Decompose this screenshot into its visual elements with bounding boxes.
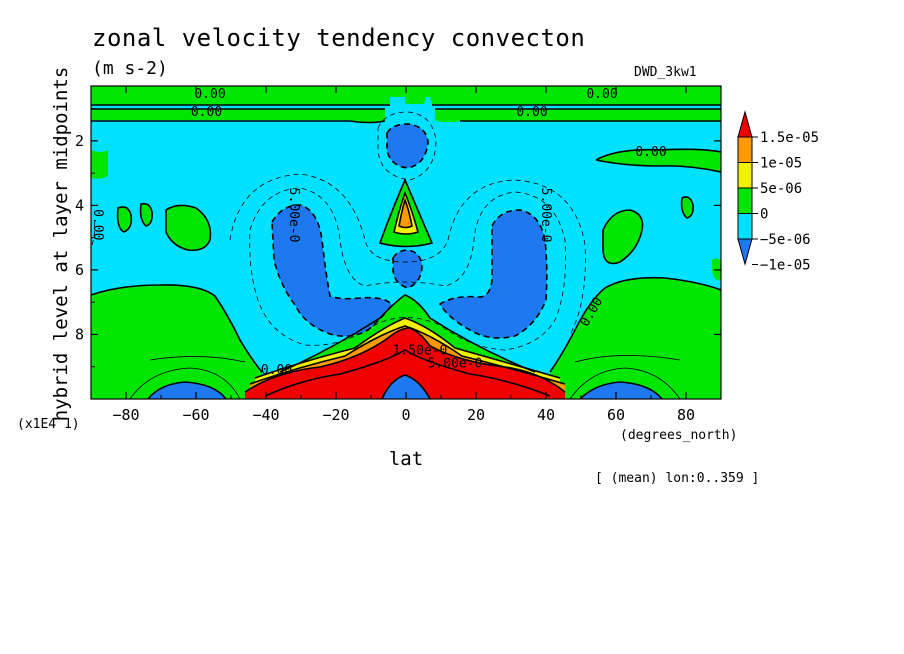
contour-line — [116, 206, 133, 233]
fill-green-island-5 — [681, 196, 694, 218]
colorbar-label: 5e-06 — [760, 181, 802, 197]
contour-line — [392, 249, 423, 289]
colorbar-label: 1e-05 — [760, 156, 802, 172]
contour-line — [398, 197, 413, 229]
contour-label: 5.00e-0 — [538, 188, 553, 243]
fill-equator-surface-blue — [382, 375, 430, 399]
contour-label: 1.50e-0 — [393, 344, 448, 359]
y-axis-title: hybrid level at layer midpoints — [50, 67, 72, 422]
x-tick-label: −80 — [112, 406, 139, 424]
fill-lower-left-green — [91, 284, 262, 399]
colorbar-label: 0 — [760, 207, 768, 223]
colorbar-label: 1.5e-05 — [760, 130, 819, 146]
contour-line — [271, 204, 394, 338]
colorbar-segment — [737, 213, 753, 240]
colorbar-label: −5e-06 — [760, 232, 811, 248]
units-label: (m s-2) — [92, 58, 168, 79]
contour-line — [378, 177, 434, 248]
colorbar-segment — [737, 187, 753, 214]
contour-field — [91, 86, 721, 399]
colorbar: 1.5e-05 1e-05 5e-06 0 −5e-06 −1e-05 — [737, 110, 819, 274]
contour-label: 0.00 — [635, 145, 666, 160]
x-axis: −80 −60 −40 −20 0 20 40 60 80 — [90, 86, 722, 424]
y-tick-label: 6 — [75, 261, 84, 279]
fill-top-green-strip — [91, 109, 385, 123]
contour-label: 5.00e-0 — [286, 188, 301, 243]
fill-left-upper-green — [91, 150, 108, 179]
contour-line — [139, 202, 153, 227]
contour-label: 0.00 — [191, 105, 222, 120]
contour-line — [147, 381, 227, 399]
contour-line — [91, 284, 263, 373]
contour-line — [91, 219, 96, 246]
x-tick-label: 0 — [401, 406, 410, 424]
contour-line — [129, 367, 241, 399]
colorbar-label: −1e-05 — [760, 258, 811, 274]
x-axis-title: lat — [389, 448, 423, 470]
contour-line — [579, 381, 663, 399]
fill-surface-jet-red — [245, 328, 565, 399]
contour-line — [602, 209, 644, 265]
averaging-note: [ (mean) lon:0..359 ] — [595, 471, 759, 486]
x-tick-label: 40 — [537, 406, 555, 424]
fill-green-island-1 — [117, 206, 132, 232]
contour-line — [386, 123, 429, 169]
dataset-label: DWD_3kw1 — [634, 65, 697, 80]
contour-label: 5.00e-0 — [428, 357, 483, 372]
contour-line — [165, 204, 212, 252]
contour-label: 0.00 — [516, 105, 547, 120]
contour-line — [279, 294, 536, 373]
x-tick-label: 60 — [607, 406, 625, 424]
contour-line — [381, 374, 431, 399]
contour-line — [438, 209, 548, 339]
fill-upper-blue-pool — [387, 124, 428, 168]
fill-central-tongue-orange — [399, 200, 412, 228]
contour-line — [249, 187, 566, 351]
x-tick-label: −20 — [322, 406, 349, 424]
fill-green-island-2 — [140, 203, 153, 226]
contour-line — [680, 196, 694, 219]
contour-line — [91, 120, 721, 124]
contour-line — [244, 327, 566, 393]
contour-line — [149, 356, 246, 363]
x-tick-label: 20 — [467, 406, 485, 424]
fill-blue-left-column — [272, 205, 392, 337]
contour-line — [229, 173, 586, 336]
contour-label: 0.00 — [194, 87, 225, 102]
colorbar-segment — [737, 136, 753, 163]
fill-blue-center-pool — [393, 250, 422, 288]
contour-lines — [91, 104, 721, 399]
y-tick-label: 8 — [75, 325, 84, 343]
contour-line — [393, 190, 419, 235]
fill-top-green-strip-right — [435, 109, 721, 123]
x-tick-label: −40 — [252, 406, 279, 424]
contour-label: 0.00 — [90, 209, 105, 240]
contour-line — [595, 159, 721, 173]
fill-green-island-3 — [166, 205, 211, 251]
y-tick-label: 2 — [75, 132, 84, 150]
contour-line — [574, 355, 681, 363]
fill-blue-right-column — [440, 210, 547, 338]
chart-title: zonal velocity tendency convecton — [92, 24, 585, 52]
contour-line — [549, 276, 721, 373]
y-scale-note: (x1E4 1) — [17, 417, 80, 432]
x-tick-label: −60 — [182, 406, 209, 424]
contour-line — [264, 349, 551, 397]
colorbar-segment — [737, 162, 753, 189]
y-tick-label: 4 — [75, 196, 84, 214]
x-axis-units: (degrees_north) — [620, 428, 737, 443]
contour-label: 0.00 — [586, 87, 617, 102]
fill-top-green-band — [91, 86, 721, 105]
y-axis: 2 4 6 8 — [75, 108, 721, 368]
colorbar-bottom-arrow — [737, 238, 753, 266]
contour-label: 0.00 — [261, 363, 292, 378]
contour-line — [254, 317, 561, 379]
contour-line — [569, 367, 681, 399]
colorbar-top-arrow — [737, 110, 753, 138]
contour-line — [595, 148, 721, 161]
x-tick-label: 80 — [677, 406, 695, 424]
fill-lower-right-green — [550, 277, 721, 399]
